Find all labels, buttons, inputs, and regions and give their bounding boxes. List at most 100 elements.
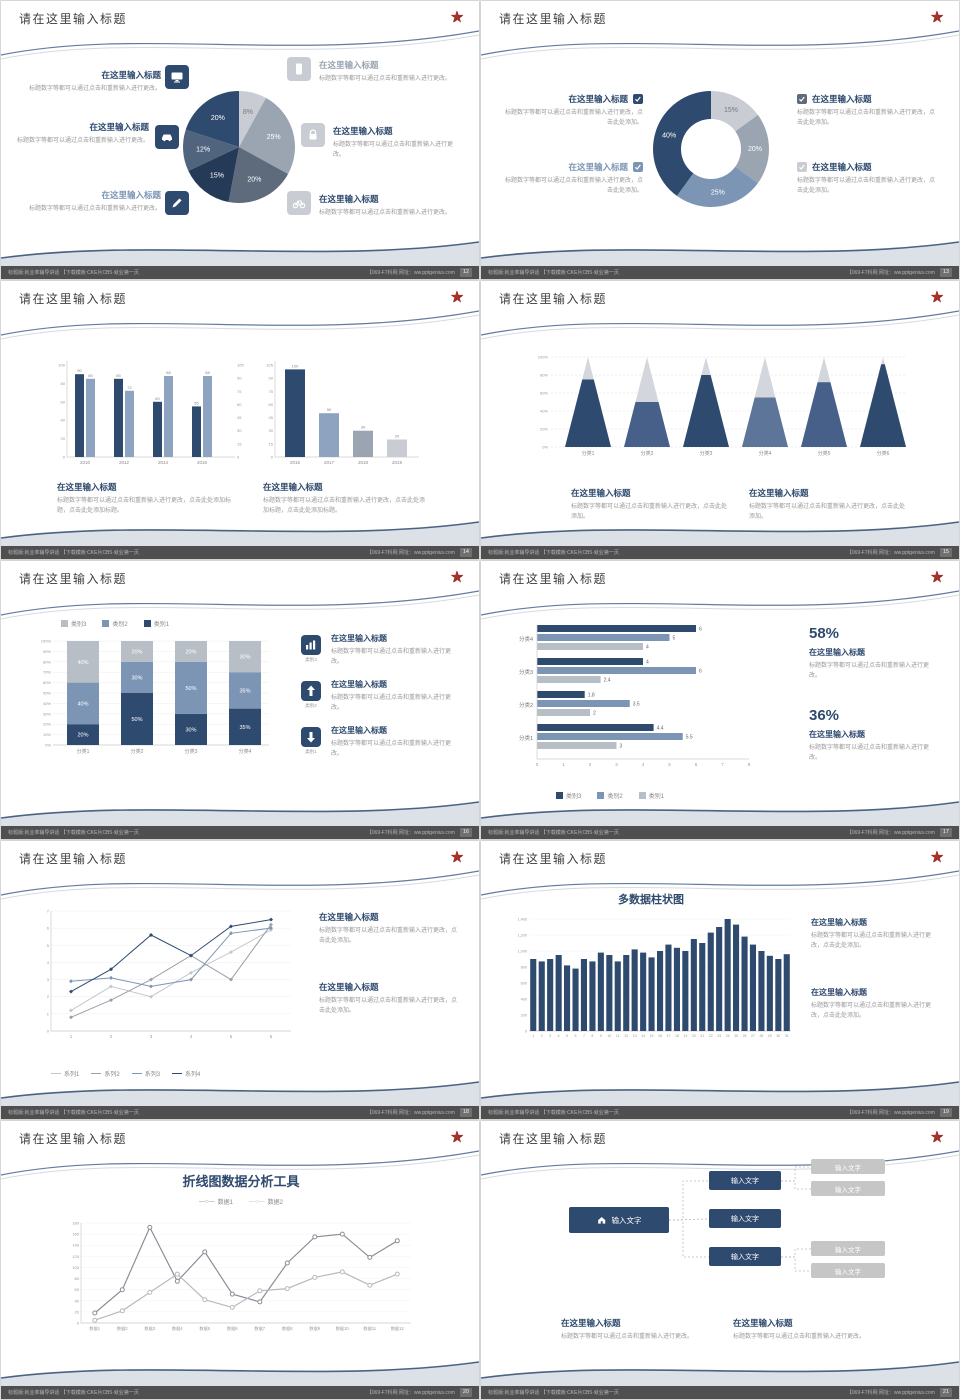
top-swoosh-decoration bbox=[1, 590, 479, 620]
svg-text:800: 800 bbox=[521, 966, 527, 970]
legend-label: 系列4 bbox=[185, 1072, 201, 1078]
block-heading: 在这里输入标题 bbox=[733, 1318, 793, 1328]
svg-text:分类5: 分类5 bbox=[818, 450, 831, 457]
svg-text:14: 14 bbox=[641, 1034, 645, 1038]
legend-item: 类别3 bbox=[556, 791, 581, 800]
node-label: 输入文字 bbox=[731, 1177, 759, 1185]
svg-text:4: 4 bbox=[558, 1034, 560, 1038]
legend-swatch bbox=[638, 792, 646, 799]
svg-text:4.4: 4.4 bbox=[657, 726, 664, 732]
svg-text:2.4: 2.4 bbox=[604, 678, 611, 684]
svg-text:0: 0 bbox=[77, 1321, 80, 1326]
svg-text:数据12: 数据12 bbox=[391, 1325, 405, 1332]
chart-legend: 类别3 类别2 类别1 bbox=[556, 791, 664, 800]
diagram-node[interactable]: 输入文字 bbox=[709, 1209, 781, 1228]
top-swoosh-decoration bbox=[481, 870, 959, 900]
block-heading: 在这里输入标题 bbox=[568, 162, 628, 172]
svg-text:70%: 70% bbox=[43, 670, 51, 675]
svg-text:20%: 20% bbox=[247, 177, 261, 184]
svg-text:9: 9 bbox=[600, 1034, 602, 1038]
svg-text:50%: 50% bbox=[131, 717, 142, 723]
diagram-root-node[interactable]: 输入文字 bbox=[569, 1207, 669, 1233]
svg-text:分类4: 分类4 bbox=[759, 450, 772, 457]
footer-site-text: 【069-F7科网 网址：ww.pptgenius.com bbox=[846, 1390, 935, 1396]
svg-text:分类3: 分类3 bbox=[519, 668, 533, 676]
block-heading: 在这里输入标题 bbox=[89, 122, 149, 132]
check-icon bbox=[799, 164, 805, 170]
svg-text:0: 0 bbox=[47, 1029, 50, 1034]
slide-title: 请在这里输入标题 bbox=[19, 292, 128, 306]
diagram-leaf-node[interactable]: 输入文字 bbox=[811, 1159, 885, 1174]
legend-swatch bbox=[143, 620, 151, 627]
checkbox-icon[interactable] bbox=[633, 162, 643, 172]
svg-text:40%: 40% bbox=[77, 701, 88, 707]
svg-text:20%: 20% bbox=[211, 115, 225, 122]
svg-text:2: 2 bbox=[593, 711, 596, 717]
chart-caption: 在这里输入标题 标题数字等都可以通过点击和重新输入进行更改，点击此处添加。 bbox=[811, 987, 937, 1021]
svg-text:分类2: 分类2 bbox=[641, 450, 654, 457]
svg-text:20%: 20% bbox=[540, 427, 548, 432]
check-title-row: 在这里输入标题 bbox=[797, 161, 939, 173]
check-block: 在这里输入标题 标题数字等都可以通过点击和重新输入进行更改，点击此处添加。 bbox=[797, 93, 939, 128]
svg-text:85: 85 bbox=[116, 373, 121, 378]
svg-text:8: 8 bbox=[591, 1034, 593, 1038]
svg-text:2016: 2016 bbox=[290, 460, 301, 465]
diagram-leaf-node[interactable]: 输入文字 bbox=[811, 1263, 885, 1278]
svg-text:2018: 2018 bbox=[358, 460, 369, 465]
svg-text:15: 15 bbox=[237, 441, 242, 446]
legend-marker bbox=[51, 1073, 61, 1074]
svg-text:4: 4 bbox=[190, 1034, 193, 1039]
stat-value: 36% bbox=[809, 707, 840, 724]
svg-text:75: 75 bbox=[237, 389, 242, 394]
check-title-row: 在这里输入标题 bbox=[797, 93, 939, 105]
block-heading: 在这里输入标题 bbox=[571, 488, 631, 498]
svg-text:80: 80 bbox=[75, 1276, 80, 1281]
legend-label: 数据2 bbox=[267, 1200, 283, 1206]
bottom-swoosh-decoration bbox=[481, 801, 959, 826]
checkbox-icon[interactable] bbox=[633, 94, 643, 104]
svg-text:4: 4 bbox=[646, 645, 649, 651]
bottom-swoosh-decoration bbox=[481, 241, 959, 266]
svg-text:分类2: 分类2 bbox=[131, 748, 144, 755]
svg-text:分类1: 分类1 bbox=[582, 450, 595, 457]
chart-caption: 在这里输入标题 标题数字等都可以通过点击和重新输入进行更改，点击此处添加。 bbox=[319, 981, 457, 1016]
svg-text:160: 160 bbox=[72, 1232, 79, 1237]
svg-text:4: 4 bbox=[47, 960, 50, 965]
svg-text:23: 23 bbox=[717, 1034, 721, 1038]
legend-swatch bbox=[102, 620, 110, 627]
svg-text:6: 6 bbox=[575, 1034, 577, 1038]
svg-text:20: 20 bbox=[61, 436, 66, 441]
footer-right: 【069-F7科网 网址：ww.pptgenius.com 15 bbox=[847, 548, 952, 557]
footer-left-text: 标题版:就业率辅导讲话 【下载模板:CKE片CB5·就业第一页 bbox=[8, 550, 139, 556]
svg-text:5: 5 bbox=[673, 636, 676, 642]
block-body: 标题数字等都可以通过点击和重新输入进行更改，点击此处添加标题，点击此处添加标题。 bbox=[57, 498, 232, 515]
slide-14: 请在这里输入标题 ★ 标题版:就业率辅导讲话 【下载模板:CKE片CB5·就业第一页… bbox=[1, 281, 479, 559]
diagram-node[interactable]: 输入文字 bbox=[709, 1171, 781, 1190]
slide-title: 请在这里输入标题 bbox=[19, 572, 128, 586]
svg-text:29: 29 bbox=[768, 1034, 772, 1038]
icon-caption: 类别2 bbox=[305, 703, 317, 708]
checkbox-icon[interactable] bbox=[797, 162, 807, 172]
chart-title: 折线图数据分析工具 bbox=[182, 1174, 300, 1189]
home-icon bbox=[597, 1216, 605, 1224]
page-number: 15 bbox=[939, 548, 952, 557]
checkbox-icon[interactable] bbox=[797, 94, 807, 104]
footer-left-text: 标题版:就业率辅导讲话 【下载模板:CKE片CB5·就业第一页 bbox=[8, 270, 139, 276]
top-swoosh-decoration bbox=[1, 310, 479, 340]
svg-text:0%: 0% bbox=[45, 743, 51, 748]
info-block: 在这里输入标题 标题数字等都可以通过点击和重新输入进行更改。 bbox=[319, 59, 459, 84]
diagram-node[interactable]: 输入文字 bbox=[709, 1247, 781, 1266]
slide-footer: 标题版:就业率辅导讲话 【下载模板:CKE片CB5·就业第一页 【069-F7科网… bbox=[1, 546, 479, 559]
check-block: 在这里输入标题 标题数字等都可以通过点击和重新输入进行更改，点击此处添加。 bbox=[501, 161, 643, 196]
diagram-leaf-node[interactable]: 输入文字 bbox=[811, 1181, 885, 1196]
svg-text:88: 88 bbox=[205, 370, 210, 375]
diagram-caption: 在这里输入标题 标题数字等都可以通过点击和重新输入进行更改。 bbox=[733, 1317, 903, 1342]
svg-text:2010: 2010 bbox=[80, 460, 91, 465]
svg-text:分类3: 分类3 bbox=[185, 748, 198, 755]
svg-text:105: 105 bbox=[266, 363, 273, 368]
svg-text:400: 400 bbox=[521, 998, 527, 1002]
diagram-leaf-node[interactable]: 输入文字 bbox=[811, 1241, 885, 1256]
block-body: 标题数字等都可以通过点击和重新输入进行更改。 bbox=[333, 142, 454, 159]
block-heading: 在这里输入标题 bbox=[809, 648, 865, 657]
